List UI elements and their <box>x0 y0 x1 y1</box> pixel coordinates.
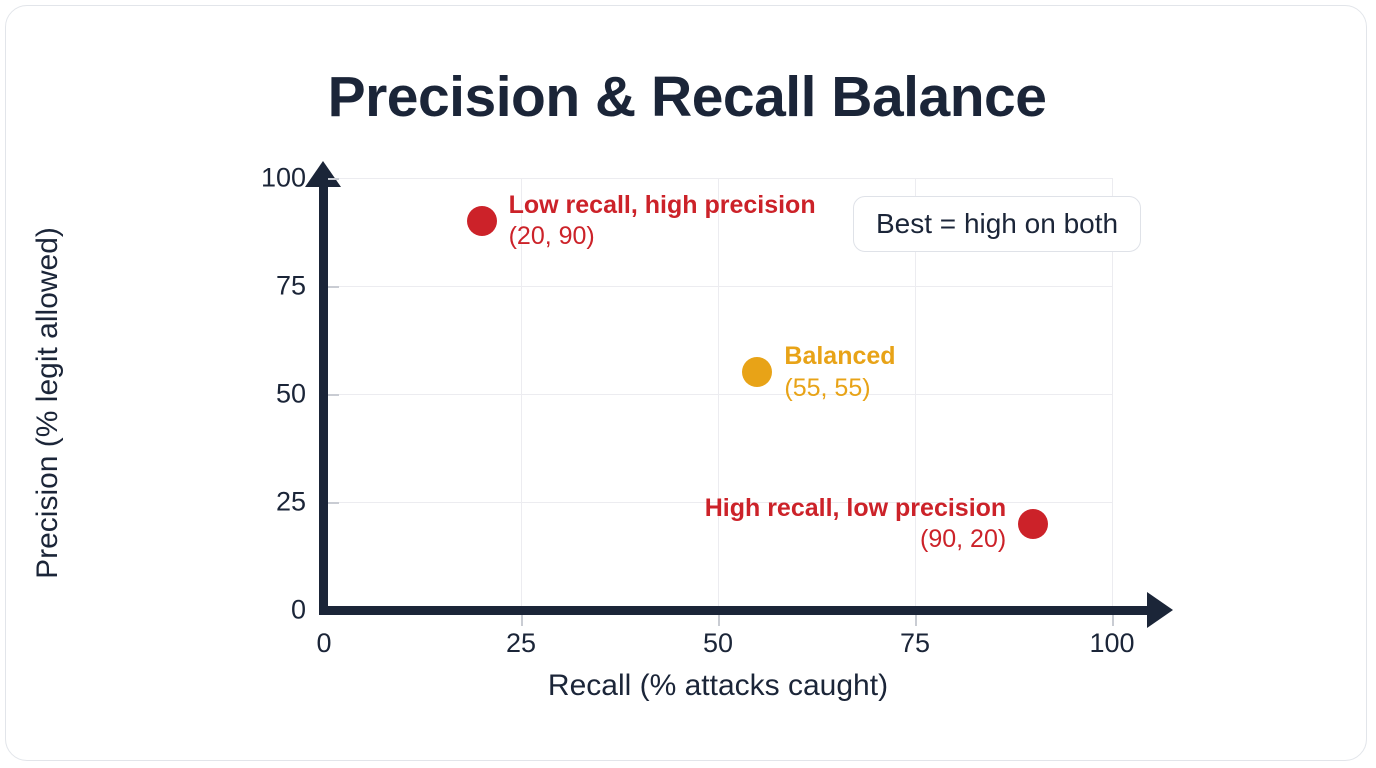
page-title: Precision & Recall Balance <box>327 65 1047 129</box>
gridline-horizontal <box>324 178 1112 179</box>
data-point-label: High recall, low precision (90, 20) <box>705 492 1006 555</box>
gridline-horizontal <box>324 394 1112 395</box>
x-axis-tick <box>718 615 720 626</box>
x-axis-tick-label: 0 <box>316 628 332 658</box>
x-axis-tick <box>521 615 523 626</box>
y-axis-tick <box>328 502 339 504</box>
data-point-coords: (55, 55) <box>784 373 871 402</box>
y-axis-tick-label: 25 <box>275 486 306 517</box>
x-axis-tick-label: 50 <box>702 628 734 658</box>
data-point-label: Low recall, high precision (20, 90) <box>509 190 816 253</box>
y-axis-tick-label: 75 <box>275 270 306 301</box>
data-point-label: Balanced (55, 55) <box>784 341 895 404</box>
x-axis-tick-label: 25 <box>505 628 537 658</box>
data-point-coords: (20, 90) <box>508 222 595 251</box>
y-axis-tick <box>328 286 339 288</box>
gridline-horizontal <box>324 502 1112 503</box>
x-axis-tick <box>915 615 917 626</box>
data-point-name: High recall, low precision <box>704 493 1007 522</box>
x-axis-line <box>319 606 1151 615</box>
x-axis-tick-label: 100 <box>1089 628 1135 658</box>
annotation-best-note: Best = high on both <box>853 196 1142 252</box>
data-point[interactable] <box>742 357 773 388</box>
y-axis-title: Precision (% legit allowed) <box>31 227 64 579</box>
x-axis-arrow-icon <box>1147 592 1173 628</box>
data-point-name: Low recall, high precision <box>508 190 816 219</box>
data-point[interactable] <box>466 206 497 237</box>
y-axis-line <box>319 178 328 615</box>
y-axis-tick-label: 100 <box>260 162 306 193</box>
gridline-horizontal <box>324 286 1112 287</box>
y-axis-arrow-icon <box>305 161 341 187</box>
gridline-vertical <box>1112 178 1113 610</box>
data-point[interactable] <box>1018 508 1049 539</box>
x-axis-tick-label: 75 <box>899 628 931 658</box>
y-axis-tick-label: 50 <box>275 378 306 409</box>
y-axis-tick <box>328 394 339 396</box>
x-axis-title: Recall (% attacks caught) <box>547 669 889 702</box>
data-point-coords: (90, 20) <box>920 524 1007 553</box>
y-axis-tick <box>328 178 339 180</box>
y-axis-tick-label: 0 <box>290 594 306 625</box>
data-point-name: Balanced <box>784 342 896 371</box>
x-axis-tick <box>1112 615 1114 626</box>
chart-card: Precision & Recall Balance 0 25 50 75 100 0 25… <box>5 5 1367 761</box>
